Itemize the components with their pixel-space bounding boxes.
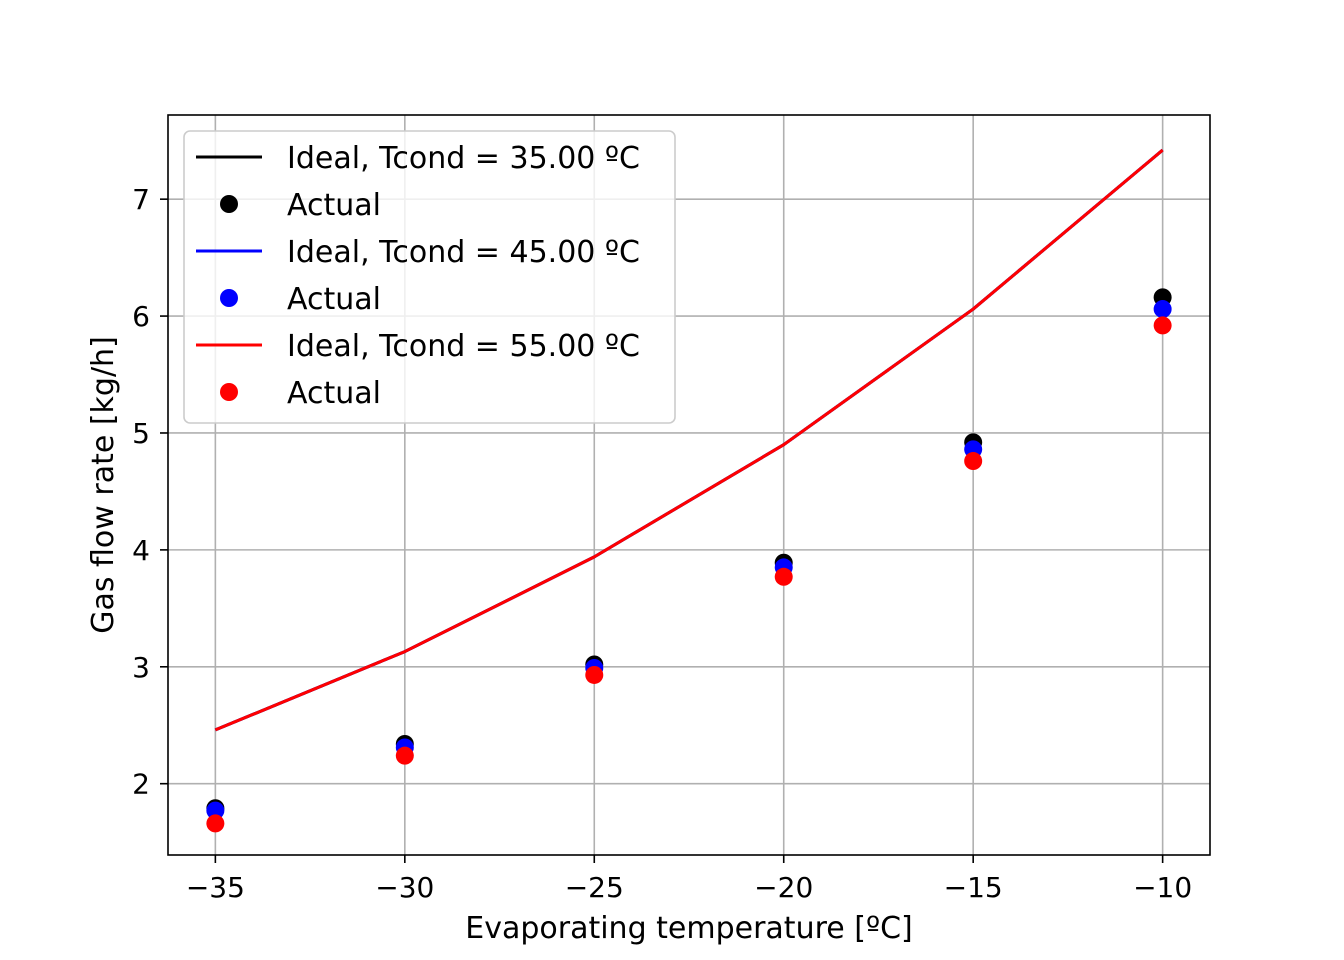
series-layer (206, 148, 1172, 833)
legend-label: Actual (287, 282, 381, 317)
data-point-5-4 (964, 452, 983, 471)
legend-marker-swatch (220, 383, 238, 401)
legend-item: Ideal, Tcond = 45.00 ºC (196, 235, 640, 270)
data-point-5-3 (774, 567, 793, 586)
legend-item: Ideal, Tcond = 55.00 ºC (196, 329, 640, 364)
data-point-5-5 (1153, 316, 1172, 335)
y-tick-label: 7 (132, 183, 150, 216)
legend-label: Ideal, Tcond = 35.00 ºC (287, 141, 640, 176)
y-tick-label: 6 (132, 300, 150, 333)
legend-label: Actual (287, 376, 381, 411)
x-tick-label: −10 (1133, 871, 1192, 904)
data-point-5-0 (206, 814, 225, 833)
y-axis-label: Gas flow rate [kg/h] (86, 336, 121, 634)
legend-item: Ideal, Tcond = 35.00 ºC (196, 141, 640, 176)
y-tick-label: 4 (132, 534, 150, 567)
legend-item: Actual (220, 188, 381, 223)
ticks: −35 −30 −25 −20 −15 −10 2 3 4 5 6 7 (132, 183, 1192, 904)
x-tick-label: −35 (186, 871, 245, 904)
x-tick-label: −30 (375, 871, 434, 904)
legend-label: Actual (287, 188, 381, 223)
legend: Ideal, Tcond = 35.00 ºC Actual Ideal, Tcon… (183, 130, 676, 424)
y-tick-label: 5 (132, 417, 150, 450)
legend-item: Actual (220, 376, 381, 411)
legend-item: Actual (220, 282, 381, 317)
y-tick-label: 3 (132, 651, 150, 684)
grid (168, 115, 1210, 855)
x-axis-label: Evaporating temperature [ºC] (465, 911, 913, 946)
data-point-3-5 (1153, 300, 1172, 319)
data-point-5-1 (395, 746, 414, 765)
axes-frame (167, 114, 1211, 856)
series-line-4 (214, 148, 1164, 732)
data-point-3-0 (206, 801, 225, 820)
data-point-5-2 (585, 665, 604, 684)
y-tick-label: 2 (132, 768, 150, 801)
legend-marker-swatch (220, 289, 238, 307)
x-tick-label: −20 (754, 871, 813, 904)
x-tick-label: −25 (565, 871, 624, 904)
legend-label: Ideal, Tcond = 55.00 ºC (287, 329, 640, 364)
x-tick-label: −15 (944, 871, 1003, 904)
legend-box (183, 130, 676, 424)
legend-marker-swatch (220, 195, 238, 213)
legend-label: Ideal, Tcond = 45.00 ºC (287, 235, 640, 270)
